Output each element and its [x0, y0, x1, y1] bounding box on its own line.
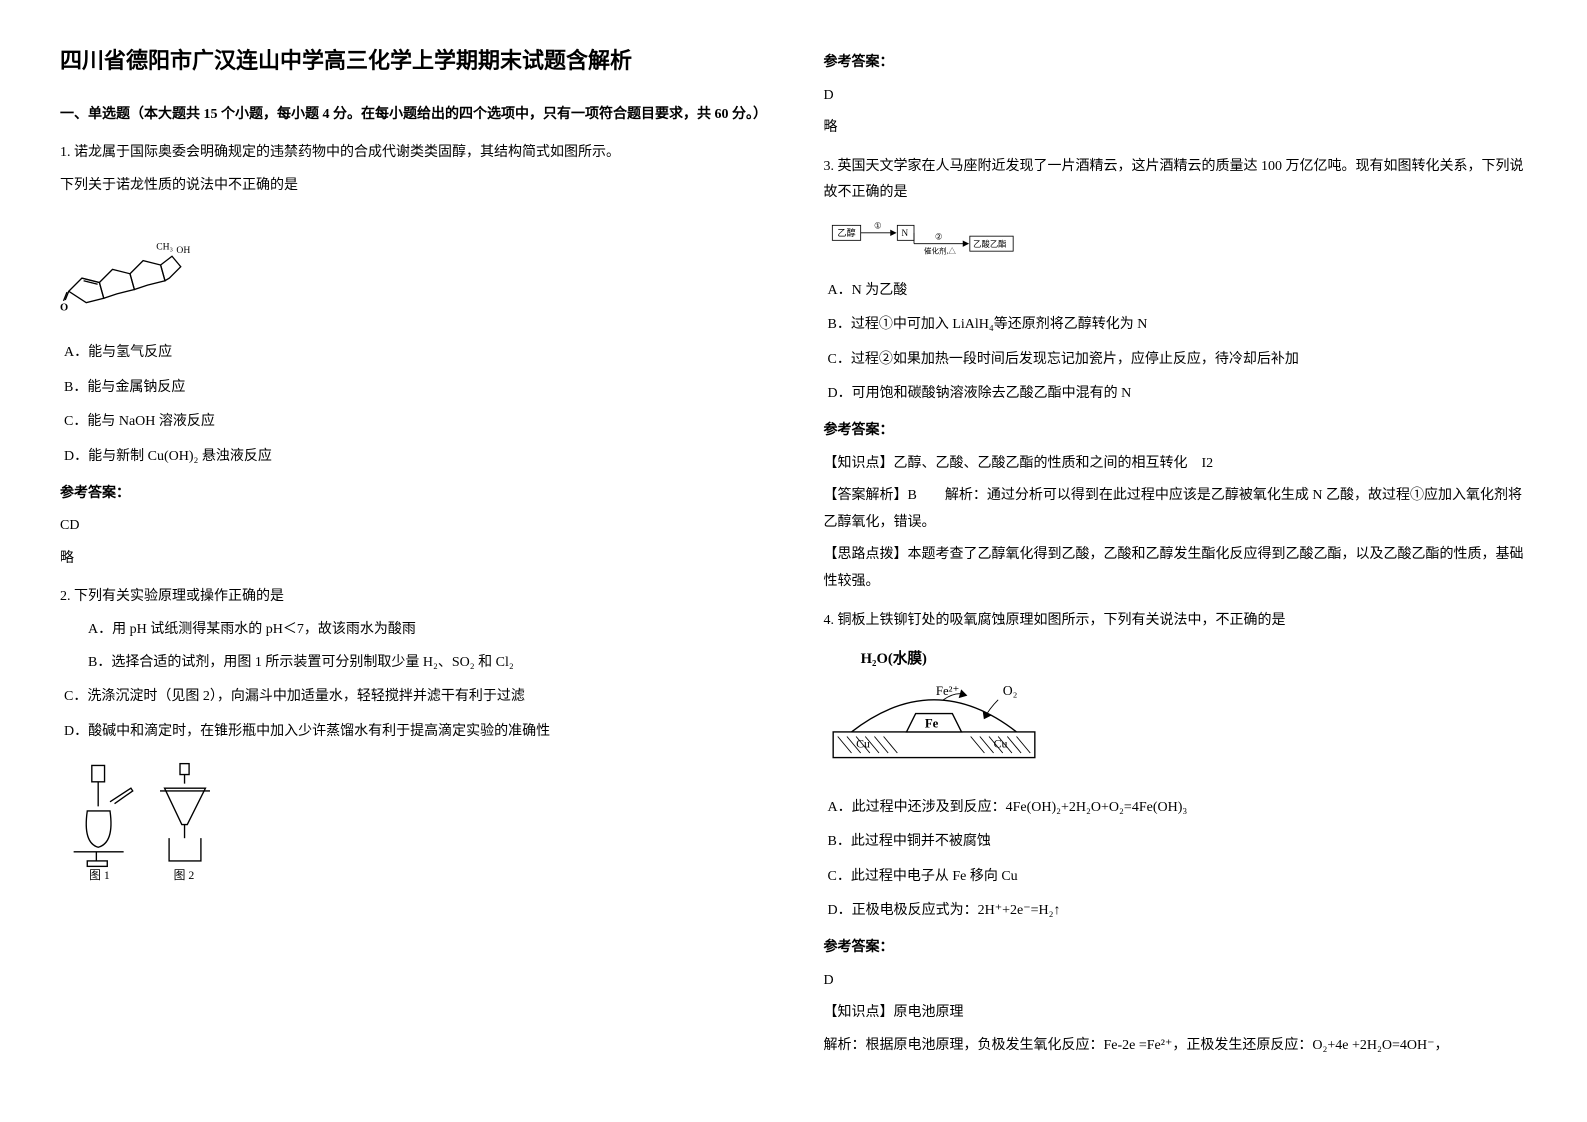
q4-answer-label: 参考答案： [824, 935, 1528, 962]
question-3: 3. 英国天文学家在人马座附近发现了一片酒精云，这片酒精云的质量达 100 万亿… [824, 154, 1528, 596]
q3-explain: 【答案解析】B 解析：通过分析可以得到在此过程中应该是乙醇被氧化生成 N 乙酸，… [824, 483, 1528, 536]
q1-molecule-figure: CH₃ OH O [60, 210, 764, 331]
q3-stem: 3. 英国天文学家在人马座附近发现了一片酒精云，这片酒精云的质量达 100 万亿… [824, 154, 1528, 207]
molecule-oh-label: OH [176, 244, 190, 255]
question-1: 1. 诺龙属于国际奥委会明确规定的违禁药物中的合成代谢类类固醇，其结构简式如图所… [60, 140, 764, 572]
fig2-label: 图 2 [174, 868, 195, 882]
q4-option-c: C．此过程中电子从 Fe 移向 Cu [824, 864, 1528, 891]
q3-option-c: C．过程②如果加热一段时间后发现忘记加瓷片，应停止反应，待冷却后补加 [824, 347, 1528, 374]
q1-stem: 1. 诺龙属于国际奥委会明确规定的违禁药物中的合成代谢类类固醇，其结构简式如图所… [60, 140, 764, 167]
q4-option-d: D．正极电极反应式为：2H⁺+2e⁻=H₂↑ [824, 898, 1528, 925]
q2-option-b: B．选择合适的试剂，用图 1 所示装置可分别制取少量 H₂、SO₂ 和 Cl₂ [60, 650, 764, 677]
right-column: 参考答案： D 略 3. 英国天文学家在人马座附近发现了一片酒精云，这片酒精云的… [824, 40, 1528, 1071]
flow-catalyst: 催化剂,△ [924, 246, 956, 256]
q3-option-a: A．N 为乙酸 [824, 278, 1528, 305]
q1-option-a: A．能与氢气反应 [60, 340, 764, 367]
diagram-cu-right: Cu [993, 737, 1007, 751]
diagram-o2: O₂ [1002, 683, 1017, 698]
section-header: 一、单选题（本大题共 15 个小题，每小题 4 分。在每小题给出的四个选项中，只… [60, 102, 764, 129]
q3-flow-figure: 乙醇 ① N ② 催化剂,△ 乙酸乙酯 [824, 217, 1528, 268]
q3-option-b: B．过程①中可加入 LiAlH₄等还原剂将乙醇转化为 N [824, 312, 1528, 339]
q2-stem: 2. 下列有关实验原理或操作正确的是 [60, 584, 764, 611]
q2-note: 略 [824, 115, 1528, 142]
q4-answer: D [824, 968, 1528, 995]
flow-arrow1: ① [874, 222, 881, 231]
q3-thinking: 【思路点拨】本题考查了乙醇氧化得到乙酸，乙酸和乙醇发生酯化反应得到乙酸乙酯，以及… [824, 542, 1528, 595]
q1-line2: 下列关于诺龙性质的说法中不正确的是 [60, 173, 764, 200]
q2-answer-label: 参考答案： [824, 50, 1528, 77]
q4-option-a: A．此过程中还涉及到反应：4Fe(OH)₂+2H₂O+O₂=4Fe(OH)₃ [824, 795, 1528, 822]
diagram-fe: Fe [924, 716, 938, 730]
q2-option-d: D．酸碱中和滴定时，在锥形瓶中加入少许蒸馏水有利于提高滴定实验的准确性 [60, 719, 764, 746]
molecule-o-label: O [60, 302, 68, 313]
q3-option-d: D．可用饱和碳酸钠溶液除去乙酸乙酯中混有的 N [824, 381, 1528, 408]
q1-option-d: D．能与新制 Cu(OH)₂ 悬浊液反应 [60, 444, 764, 471]
q2-option-a: A．用 pH 试纸测得某雨水的 pH＜7，故该雨水为酸雨 [60, 617, 764, 644]
diagram-cu-left: Cu [856, 737, 870, 751]
diagram-h2o: H₂O(水膜) [860, 649, 926, 667]
flow-ester: 乙酸乙酯 [973, 239, 1006, 249]
q1-answer-label: 参考答案： [60, 481, 764, 508]
molecule-ch3-label: CH₃ [156, 241, 173, 252]
question-4: 4. 铜板上铁铆钉处的吸氧腐蚀原理如图所示，下列有关说法中，不正确的是 [824, 608, 1528, 1060]
q4-option-b: B．此过程中铜并不被腐蚀 [824, 829, 1528, 856]
q3-answer-label: 参考答案： [824, 418, 1528, 445]
q4-corrosion-figure: H₂O(水膜) Fe²⁺ O₂ Fe Cu Cu [824, 644, 1528, 785]
q1-answer: CD [60, 513, 764, 540]
q4-explain: 解析：根据原电池原理，负极发生氧化反应：Fe-2e =Fe²⁺，正极发生还原反应… [824, 1033, 1528, 1060]
question-2: 2. 下列有关实验原理或操作正确的是 A．用 pH 试纸测得某雨水的 pH＜7，… [60, 584, 764, 896]
diagram-fe2: Fe²⁺ [935, 684, 958, 698]
fig1-label: 图 1 [89, 868, 110, 882]
flow-arrow2: ② [934, 232, 941, 241]
doc-title: 四川省德阳市广汉连山中学高三化学上学期期末试题含解析 [60, 40, 764, 82]
flow-n: N [901, 228, 908, 238]
q2-answer: D [824, 83, 1528, 110]
q1-option-b: B．能与金属钠反应 [60, 375, 764, 402]
q4-stem: 4. 铜板上铁铆钉处的吸氧腐蚀原理如图所示，下列有关说法中，不正确的是 [824, 608, 1528, 635]
flow-ethanol: 乙醇 [837, 227, 855, 238]
q4-knowledge: 【知识点】原电池原理 [824, 1000, 1528, 1027]
left-column: 四川省德阳市广汉连山中学高三化学上学期期末试题含解析 一、单选题（本大题共 15… [60, 40, 764, 1071]
q1-option-c: C．能与 NaOH 溶液反应 [60, 409, 764, 436]
q2-option-c: C．洗涤沉淀时（见图 2），向漏斗中加适量水，轻轻搅拌并滤干有利于过滤 [60, 684, 764, 711]
q2-apparatus-figure: 图 1 图 2 [60, 755, 764, 896]
q1-note: 略 [60, 546, 764, 573]
q3-knowledge: 【知识点】乙醇、乙酸、乙酸乙酯的性质和之间的相互转化 I2 [824, 451, 1528, 478]
